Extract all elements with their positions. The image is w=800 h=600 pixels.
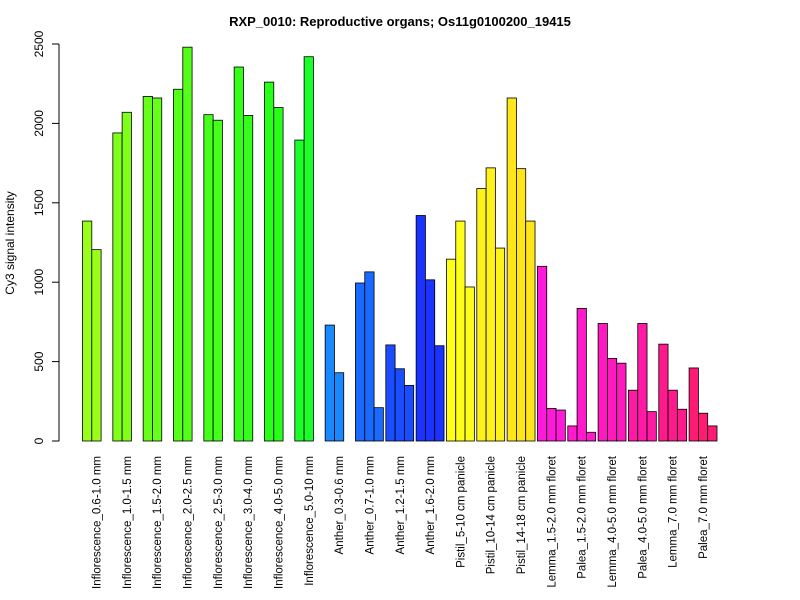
x-category-label: Pistil_10-14 cm panicle xyxy=(486,456,498,574)
bar xyxy=(597,323,608,442)
bar xyxy=(525,220,536,442)
bar xyxy=(516,168,527,442)
y-axis: 0 500 1000 1500 2000 2500 xyxy=(32,30,60,444)
bar xyxy=(567,425,578,442)
bar xyxy=(182,46,193,442)
bar xyxy=(616,362,627,442)
x-category-label: Inflorescence_1.0-1.5 mm xyxy=(122,456,134,589)
x-category-label: Palea_4.0-5.0 mm floret xyxy=(637,455,649,579)
bar xyxy=(425,279,436,442)
y-tick-label: 1500 xyxy=(32,189,46,216)
bar xyxy=(637,323,648,442)
bar xyxy=(506,97,517,442)
x-category-label: Inflorescence_1.5-2.0 mm xyxy=(152,456,164,589)
bar xyxy=(142,96,153,442)
bar xyxy=(212,119,223,442)
bar xyxy=(607,358,618,442)
bar xyxy=(91,249,102,442)
bar xyxy=(494,247,506,442)
bar xyxy=(698,412,709,442)
x-category-label: Inflorescence_2.5-3.0 mm xyxy=(213,456,225,589)
x-category-label: Inflorescence_5.0-10 mm xyxy=(304,456,316,586)
bar xyxy=(394,368,405,442)
bar xyxy=(464,286,475,442)
x-axis-labels: Inflorescence_0.6-1.0 mm Inflorescence_1.… xyxy=(91,455,710,589)
bar xyxy=(415,215,426,442)
y-tick-label: 500 xyxy=(32,351,46,371)
bar xyxy=(324,324,335,442)
x-category-label: Inflorescence_2.0-2.5 mm xyxy=(182,456,194,589)
bar xyxy=(476,188,487,442)
bar xyxy=(658,343,669,442)
bar xyxy=(555,409,566,442)
x-category-label: Pistil_5-10 cm panicle xyxy=(455,456,467,568)
bar xyxy=(585,431,597,442)
bar xyxy=(355,282,366,442)
x-category-label: Lemma_1.5-2.0 mm floret xyxy=(546,455,558,587)
bar xyxy=(455,220,466,442)
bar xyxy=(334,372,345,442)
x-category-label: Palea_1.5-2.0 mm floret xyxy=(577,455,589,579)
x-category-label: Palea_7.0 mm floret xyxy=(698,455,710,559)
bar xyxy=(243,115,254,442)
y-tick-label: 0 xyxy=(32,437,46,444)
x-category-label: Inflorescence_4.0-5.0 mm xyxy=(273,456,285,589)
bar xyxy=(676,408,688,442)
bar xyxy=(446,258,457,442)
x-category-label: Lemma_7.0 mm floret xyxy=(668,455,680,568)
bar xyxy=(434,345,445,442)
bar xyxy=(688,367,699,442)
bar xyxy=(233,66,244,442)
bar xyxy=(173,88,184,442)
bar xyxy=(646,411,657,442)
y-axis-title: Cy3 signal intensity xyxy=(3,191,17,294)
bar xyxy=(82,220,93,442)
bar xyxy=(385,344,396,442)
bar xyxy=(373,407,384,442)
bar xyxy=(364,271,375,442)
bar xyxy=(273,107,284,442)
bar xyxy=(576,308,587,442)
x-category-label: Anther_1.6-2.0 mm xyxy=(425,456,437,554)
bar xyxy=(294,139,305,442)
bar xyxy=(152,97,163,442)
x-category-label: Lemma_4.0-5.0 mm floret xyxy=(607,455,619,587)
x-category-label: Inflorescence_0.6-1.0 mm xyxy=(91,456,103,589)
x-category-label: Anther_1.2-1.5 mm xyxy=(395,456,407,554)
bar xyxy=(537,265,548,442)
bar xyxy=(303,56,314,442)
bar xyxy=(485,167,496,442)
bar xyxy=(112,132,123,442)
bar xyxy=(667,389,678,442)
bar xyxy=(707,425,718,442)
bar xyxy=(628,389,639,442)
y-tick-label: 2000 xyxy=(32,110,46,137)
chart-title: RXP_0010: Reproductive organs; Os11g0100… xyxy=(229,14,571,29)
bars xyxy=(82,46,718,442)
x-category-label: Pistil_14-18 cm panicle xyxy=(516,456,528,574)
bar xyxy=(403,385,415,442)
bar xyxy=(203,114,214,442)
y-tick-label: 2500 xyxy=(32,30,46,57)
x-category-label: Anther_0.3-0.6 mm xyxy=(334,456,346,554)
x-category-label: Anther_0.7-1.0 mm xyxy=(364,456,376,554)
bar xyxy=(546,408,557,442)
y-tick-label: 1000 xyxy=(32,269,46,296)
bar xyxy=(264,81,275,442)
x-category-label: Inflorescence_3.0-4.0 mm xyxy=(243,456,255,589)
bar xyxy=(121,111,132,442)
